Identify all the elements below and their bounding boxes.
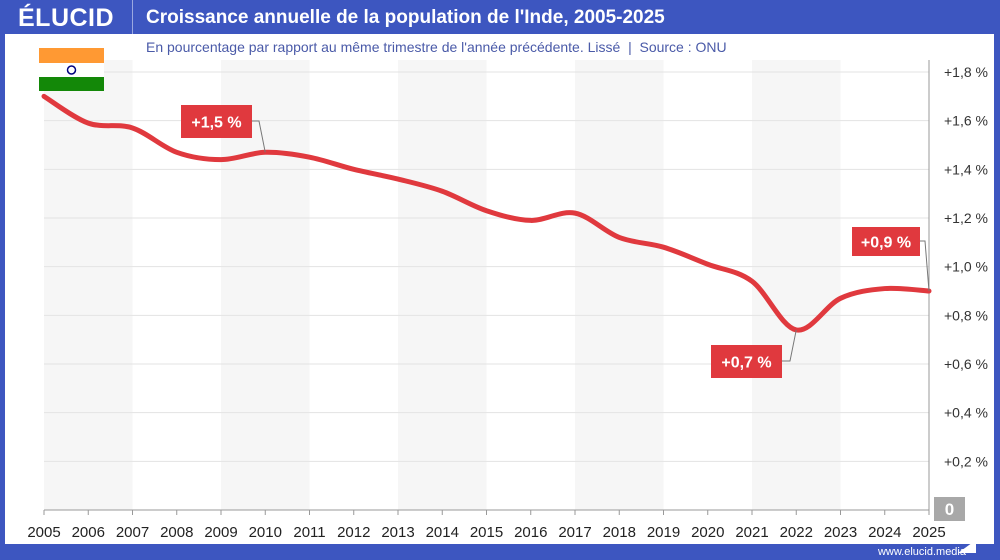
india-flag-icon [39,77,104,91]
y-tick-label: +1,4 % [944,161,988,177]
india-flag-icon [39,63,104,77]
y-tick-label: +0,2 % [944,453,988,469]
shaded-band [44,60,133,510]
y-tick-label: +0,6 % [944,356,988,372]
x-tick-label: 2011 [293,524,325,541]
x-tick-label: 2014 [426,524,459,541]
x-tick-label: 2021 [735,524,768,541]
x-tick-label: 2024 [868,524,901,541]
annotation-label: +1,5 % [191,115,241,132]
x-tick-label: 2023 [824,524,857,541]
zero-label: 0 [945,500,954,519]
chart-subtitle: En pourcentage par rapport au même trime… [146,39,727,55]
annotation-connector [782,329,797,362]
shaded-band [398,60,487,510]
annotation-connector [920,240,930,292]
y-tick-label: +1,8 % [944,64,988,80]
y-tick-label: +0,8 % [944,307,988,323]
x-tick-label: 2018 [603,524,636,541]
shaded-band [752,60,841,510]
x-tick-label: 2009 [204,524,237,541]
x-tick-label: 2013 [381,524,414,541]
india-flag-icon [39,48,104,63]
y-tick-label: +1,0 % [944,259,988,275]
series-line [41,93,932,333]
x-tick-label: 2022 [780,524,813,541]
y-tick-label: +1,2 % [944,210,988,226]
x-tick-label: 2015 [470,524,503,541]
x-tick-label: 2017 [558,524,591,541]
divider [132,0,133,34]
annotation-box [711,345,782,378]
annotation-box [852,227,920,256]
x-tick-label: 2019 [647,524,680,541]
x-tick-label: 2006 [72,524,105,541]
x-tick-label: 2020 [691,524,724,541]
ashoka-chakra-icon [66,65,77,75]
x-tick-label: 2025 [912,524,945,541]
annotation-label: +0,7 % [721,355,771,372]
annotation-label: +0,9 % [861,235,911,252]
annotation-box [181,105,252,138]
y-tick-label: +1,6 % [944,113,988,129]
logo: ÉLUCID [18,4,115,32]
x-tick-label: 2012 [337,524,370,541]
annotation-connector [251,120,266,153]
shaded-band [575,60,664,510]
x-tick-label: 2005 [27,524,60,541]
x-tick-label: 2008 [160,524,193,541]
x-tick-label: 2007 [116,524,149,541]
x-tick-label: 2016 [514,524,547,541]
footer-url[interactable]: www.elucid.media [877,546,966,558]
zero-badge [934,497,965,521]
y-tick-label: +0,4 % [944,405,988,421]
x-tick-label: 2010 [249,524,282,541]
header: ÉLUCID Croissance annuelle de la populat… [0,0,1000,36]
chart-title: Croissance annuelle de la population de … [146,7,665,28]
brand-mark-icon [958,540,976,553]
